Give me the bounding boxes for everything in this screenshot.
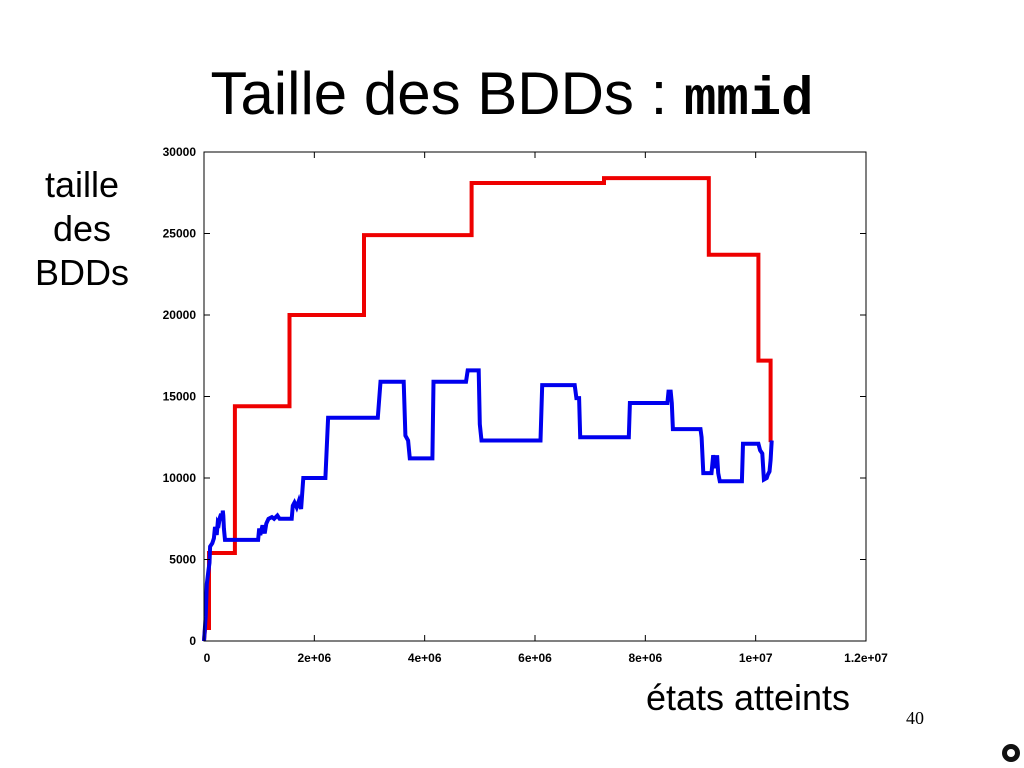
y-tick-label: 25000 <box>163 227 197 241</box>
y-tick-label: 15000 <box>163 390 197 404</box>
x-tick-label: 1e+07 <box>739 651 773 665</box>
x-tick-label: 0 <box>204 651 211 665</box>
ticks-layer: 0 2e+06 4e+06 6e+06 8e+06 1e+07 1.2e+07 0 5000 10… <box>163 145 889 665</box>
x-axis-label: états atteints <box>645 677 851 718</box>
x-tick-label: 4e+06 <box>408 651 442 665</box>
x-tick-label: 8e+06 <box>628 651 662 665</box>
y-tick-label: 20000 <box>163 308 197 322</box>
x-tick-label: 2e+06 <box>297 651 331 665</box>
corner-logo <box>1002 744 1020 762</box>
y-tick-label: 10000 <box>163 471 197 485</box>
page-number: 40 <box>906 708 924 728</box>
series-line-1 <box>202 176 773 642</box>
x-tick-label: 6e+06 <box>518 651 552 665</box>
y-axis-label: taille des BDDs <box>34 164 129 293</box>
y-tick-label: 0 <box>189 634 196 648</box>
y-tick-label: 5000 <box>169 553 196 567</box>
series-layer <box>202 176 774 642</box>
plot-frame <box>203 151 867 642</box>
slide-title-text: Taille des BDDs : <box>210 60 684 127</box>
series-line-2 <box>202 368 774 642</box>
y-tick-label: 30000 <box>163 145 197 159</box>
x-tick-label: 1.2e+07 <box>844 651 888 665</box>
slide-title-code: mmid <box>683 70 814 131</box>
slide-title: Taille des BDDs : mmid <box>0 58 1024 137</box>
